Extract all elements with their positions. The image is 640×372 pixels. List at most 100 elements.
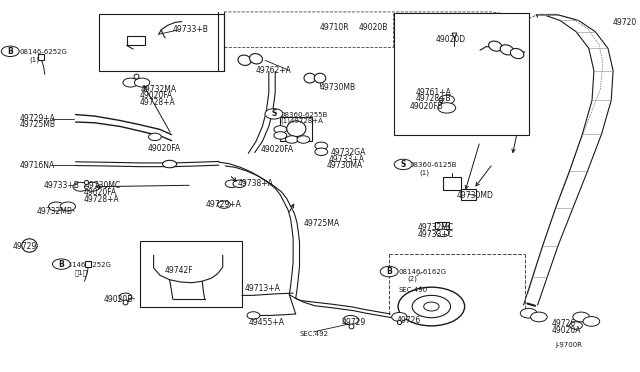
- Text: 49729: 49729: [13, 242, 37, 251]
- Circle shape: [412, 295, 451, 318]
- Text: 49020FA: 49020FA: [140, 92, 173, 100]
- Text: 49730MC: 49730MC: [84, 182, 121, 190]
- Text: B: B: [8, 47, 13, 56]
- Text: 49020D: 49020D: [435, 35, 465, 44]
- Text: 49020FA: 49020FA: [261, 145, 294, 154]
- Circle shape: [52, 259, 70, 269]
- Text: 49730MD: 49730MD: [457, 191, 494, 200]
- Text: 49020A: 49020A: [552, 326, 581, 335]
- Ellipse shape: [510, 48, 524, 59]
- Text: 49020FB: 49020FB: [410, 102, 444, 111]
- Text: 49730MA: 49730MA: [326, 161, 363, 170]
- Text: (1): (1): [29, 56, 40, 63]
- Ellipse shape: [304, 73, 316, 83]
- Text: 08146-6162G: 08146-6162G: [398, 269, 446, 275]
- Circle shape: [438, 103, 456, 113]
- Text: 49729+A: 49729+A: [19, 114, 55, 123]
- Circle shape: [394, 159, 412, 170]
- Circle shape: [343, 315, 358, 324]
- Circle shape: [570, 322, 582, 329]
- Text: 49726: 49726: [552, 319, 576, 328]
- Text: 49728+B: 49728+B: [416, 94, 452, 103]
- Circle shape: [123, 78, 138, 87]
- Bar: [127, 36, 145, 45]
- Bar: [443, 177, 461, 190]
- Circle shape: [439, 95, 454, 104]
- Circle shape: [583, 317, 600, 326]
- Text: 49732MB: 49732MB: [37, 207, 73, 216]
- Text: 49733+C: 49733+C: [417, 230, 453, 239]
- Text: (1)49728+A: (1)49728+A: [280, 118, 323, 124]
- Circle shape: [119, 293, 132, 301]
- Circle shape: [297, 136, 310, 143]
- Text: 49713+A: 49713+A: [244, 284, 280, 293]
- Text: 08360-6125B: 08360-6125B: [410, 162, 457, 168]
- Bar: [140, 241, 242, 307]
- Circle shape: [1, 46, 19, 57]
- Text: 49733+B: 49733+B: [44, 182, 79, 190]
- Text: 49728+A: 49728+A: [83, 195, 119, 204]
- Circle shape: [315, 142, 328, 150]
- Text: 49726: 49726: [397, 316, 421, 325]
- Ellipse shape: [488, 41, 502, 51]
- Text: 49725MA: 49725MA: [303, 219, 339, 228]
- Circle shape: [73, 182, 88, 191]
- Ellipse shape: [163, 160, 177, 168]
- Text: （1）: （1）: [74, 269, 87, 276]
- Bar: [461, 189, 476, 200]
- Text: 49733+A: 49733+A: [329, 155, 365, 164]
- Circle shape: [398, 287, 465, 326]
- Text: 49020FA: 49020FA: [83, 188, 116, 197]
- Text: (1): (1): [420, 169, 430, 176]
- Text: 08146-6252G: 08146-6252G: [19, 49, 67, 55]
- Text: 08360-6255B: 08360-6255B: [280, 112, 328, 118]
- Text: SEC.492: SEC.492: [300, 331, 328, 337]
- Text: 49728+A: 49728+A: [140, 98, 175, 107]
- Text: 49020B: 49020B: [104, 295, 133, 304]
- Circle shape: [148, 133, 161, 141]
- Circle shape: [84, 182, 100, 191]
- Circle shape: [424, 302, 439, 311]
- Circle shape: [233, 180, 246, 187]
- Circle shape: [134, 78, 150, 87]
- Circle shape: [531, 312, 547, 322]
- Circle shape: [265, 109, 283, 119]
- Ellipse shape: [238, 55, 251, 65]
- Text: 49762+A: 49762+A: [256, 66, 292, 75]
- Text: 49729+A: 49729+A: [206, 200, 242, 209]
- Text: S: S: [271, 109, 276, 118]
- Text: 49020B: 49020B: [358, 23, 388, 32]
- Text: 49742F: 49742F: [165, 266, 194, 275]
- Circle shape: [218, 201, 230, 208]
- Text: 49732MC: 49732MC: [417, 223, 453, 232]
- Circle shape: [380, 266, 398, 277]
- Text: 49738+A: 49738+A: [238, 179, 274, 187]
- Text: 49716NA: 49716NA: [19, 161, 54, 170]
- Text: S: S: [401, 160, 406, 169]
- Circle shape: [225, 180, 238, 187]
- Circle shape: [274, 132, 287, 139]
- Circle shape: [520, 308, 537, 318]
- Text: 49733+B: 49733+B: [173, 25, 209, 34]
- Text: 49455+A: 49455+A: [248, 318, 284, 327]
- Text: (2): (2): [407, 276, 417, 282]
- Text: 49020FA: 49020FA: [147, 144, 180, 153]
- Ellipse shape: [287, 121, 306, 137]
- Text: 49732GA: 49732GA: [330, 148, 365, 157]
- Circle shape: [315, 148, 328, 155]
- Text: 49761+A: 49761+A: [416, 88, 452, 97]
- Circle shape: [274, 126, 287, 133]
- Ellipse shape: [22, 239, 37, 252]
- Text: 49732MA: 49732MA: [141, 85, 177, 94]
- Circle shape: [247, 312, 260, 319]
- Text: SEC.490: SEC.490: [398, 287, 428, 293]
- Text: 49710R: 49710R: [320, 23, 349, 32]
- Text: 08146-6252G: 08146-6252G: [64, 262, 112, 268]
- Circle shape: [60, 202, 76, 211]
- Ellipse shape: [500, 45, 514, 55]
- Bar: [435, 222, 449, 229]
- Bar: [99, 14, 224, 71]
- Circle shape: [285, 136, 298, 143]
- Bar: [394, 13, 529, 135]
- Circle shape: [392, 312, 407, 321]
